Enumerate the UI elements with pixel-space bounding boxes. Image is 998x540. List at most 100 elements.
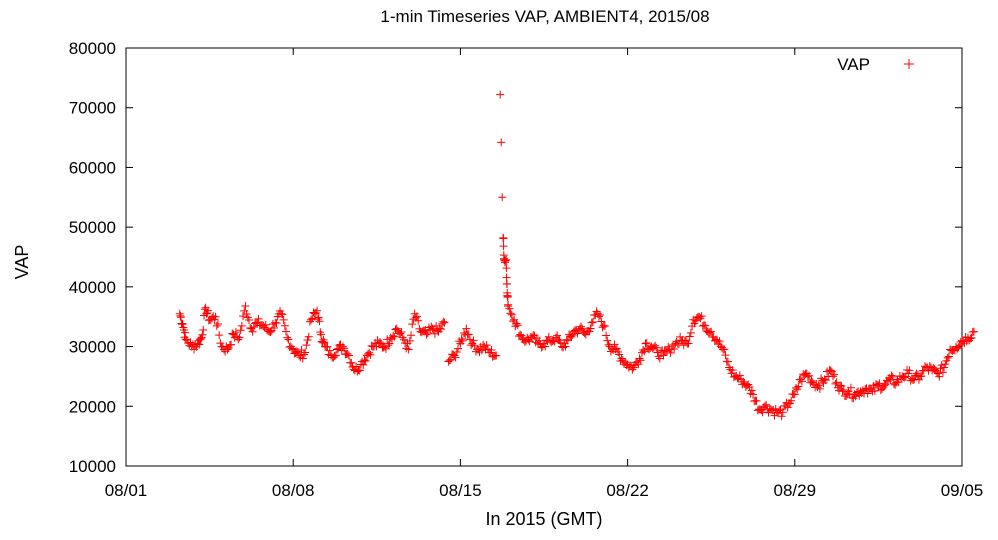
data-point [492, 351, 501, 360]
data-point [685, 332, 694, 341]
data-point [502, 279, 511, 288]
data-point [487, 345, 496, 354]
data-point [541, 342, 550, 351]
data-point [641, 339, 650, 348]
data-point [880, 381, 889, 390]
data-point [603, 336, 612, 345]
data-point [512, 319, 521, 328]
data-point [237, 321, 246, 330]
data-point [343, 349, 352, 358]
data-point [454, 344, 463, 353]
data-point [196, 334, 205, 343]
data-point [347, 358, 356, 367]
data-point [900, 373, 909, 382]
data-point [331, 351, 340, 360]
data-point [863, 389, 872, 398]
data-point [311, 308, 320, 317]
data-point [707, 327, 716, 336]
data-point [506, 309, 515, 318]
data-point [175, 309, 184, 318]
data-point [935, 372, 944, 381]
data-point [617, 354, 626, 363]
data-point [211, 312, 220, 321]
data-point [458, 336, 467, 345]
data-point [178, 319, 187, 328]
data-point [436, 325, 445, 334]
data-point [272, 319, 281, 328]
data-point [505, 304, 514, 313]
chart-title: 1-min Timeseries VAP, AMBIENT4, 2015/08 [380, 7, 709, 26]
x-tick-label: 08/29 [774, 481, 817, 500]
data-point [340, 344, 349, 353]
data-point [176, 313, 185, 322]
data-point [568, 331, 577, 340]
data-point [636, 356, 645, 365]
data-point [330, 351, 339, 360]
data-point [934, 369, 943, 378]
data-point [794, 382, 803, 391]
data-point [270, 323, 279, 332]
data-point [277, 309, 286, 318]
data-point [389, 331, 398, 340]
data-point [735, 371, 744, 380]
y-tick-label: 80000 [69, 39, 116, 58]
x-tick-label: 08/22 [606, 481, 649, 500]
data-point [384, 341, 393, 350]
data-point [198, 330, 207, 339]
data-point [749, 390, 757, 399]
data-point [279, 315, 288, 324]
data-point [775, 406, 784, 415]
data-point [790, 390, 799, 399]
data-point [278, 310, 287, 319]
data-point [635, 354, 644, 363]
data-point [642, 339, 651, 348]
data-point [670, 344, 679, 353]
data-point [457, 335, 466, 344]
x-axis: 08/01 08/08 08/15 08/22 08/29 09/05 [105, 48, 983, 500]
data-point [215, 331, 224, 340]
x-tick-label: 08/15 [439, 481, 482, 500]
data-point [452, 348, 461, 357]
data-point [925, 362, 934, 371]
data-point [499, 242, 508, 251]
data-point [302, 341, 311, 350]
data-point [666, 348, 675, 357]
y-tick-label: 50000 [69, 218, 116, 237]
data-point [597, 317, 606, 326]
data-point [851, 392, 860, 401]
data-point [288, 344, 297, 353]
data-point [888, 372, 897, 381]
data-point [723, 357, 732, 366]
data-point [497, 138, 506, 147]
data-point [778, 408, 787, 417]
data-point [266, 328, 275, 337]
plot-area [125, 47, 963, 467]
data-point [231, 328, 240, 337]
data-point [654, 352, 663, 361]
data-point [507, 310, 516, 319]
data-point [567, 332, 576, 341]
data-point [739, 377, 748, 386]
data-point [284, 335, 293, 344]
data-point [446, 355, 455, 364]
data-point [870, 386, 879, 395]
y-tick-label: 10000 [69, 457, 116, 476]
data-point [496, 90, 505, 99]
data-point [317, 330, 326, 339]
data-point [917, 372, 926, 381]
data-point [513, 321, 522, 330]
data-point [239, 312, 248, 321]
data-point [808, 378, 817, 387]
data-point [697, 312, 706, 321]
data-point [212, 321, 221, 330]
data-point [422, 330, 431, 339]
data-point [679, 341, 688, 350]
data-point [701, 321, 710, 330]
data-point [383, 335, 392, 344]
data-point [577, 322, 586, 331]
data-point [307, 315, 316, 324]
data-point [887, 371, 896, 380]
x-tick-label: 08/01 [105, 481, 148, 500]
data-point [502, 255, 511, 264]
